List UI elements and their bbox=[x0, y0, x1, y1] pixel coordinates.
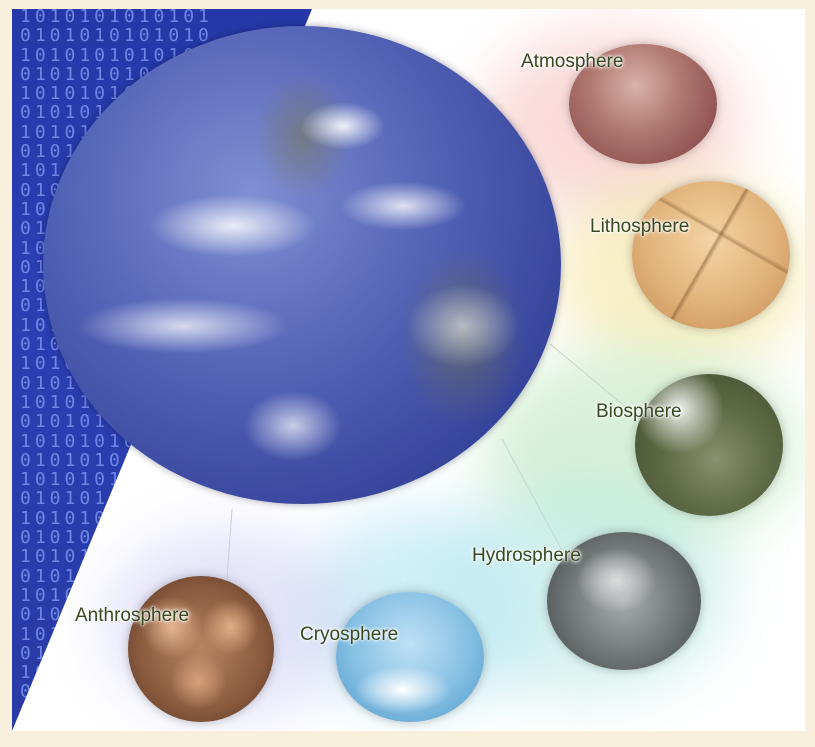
connector-anthrosphere bbox=[226, 508, 233, 580]
anthrosphere-label: Anthrosphere bbox=[75, 605, 190, 626]
connector-biosphere bbox=[549, 343, 653, 430]
hydrosphere-sphere bbox=[547, 532, 701, 670]
cryosphere-label: Cryosphere bbox=[300, 624, 399, 645]
cryosphere-sphere bbox=[336, 592, 484, 722]
earth-globe bbox=[43, 26, 561, 504]
connector-hydrosphere bbox=[501, 438, 573, 570]
lithosphere-label: Lithosphere bbox=[590, 216, 690, 237]
anthrosphere-sphere bbox=[128, 576, 274, 722]
atmosphere-sphere bbox=[569, 44, 717, 164]
connector-lines bbox=[226, 343, 653, 580]
biosphere-label: Biosphere bbox=[596, 401, 682, 422]
lithosphere-sphere bbox=[632, 181, 790, 329]
biosphere-sphere bbox=[635, 374, 783, 516]
hydrosphere-label: Hydrosphere bbox=[472, 545, 581, 566]
diagram-panel: 1010101010101 0101010101010 101010101010… bbox=[12, 9, 805, 731]
atmosphere-label: Atmosphere bbox=[521, 51, 624, 72]
